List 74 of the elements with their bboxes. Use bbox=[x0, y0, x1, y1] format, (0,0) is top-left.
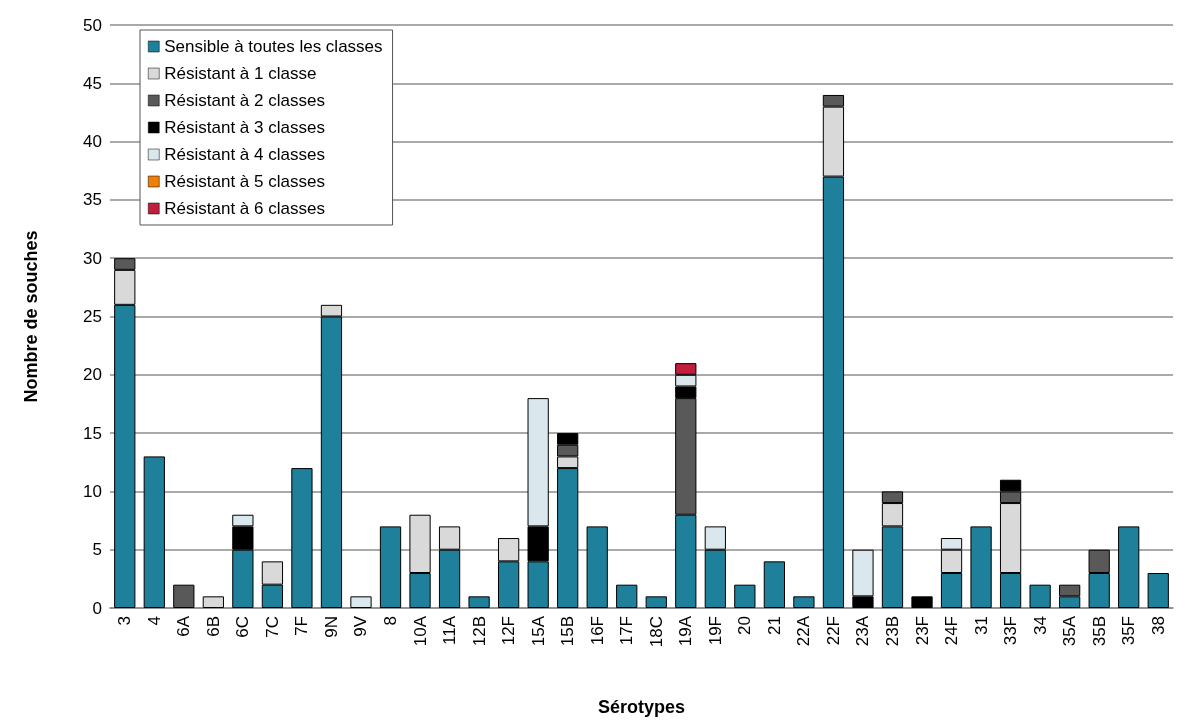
x-tick-label: 19F bbox=[705, 616, 725, 646]
x-tick-label: 23F bbox=[912, 616, 932, 646]
x-tick-label: 34 bbox=[1030, 616, 1050, 635]
x-tick-label: 7C bbox=[262, 616, 282, 638]
x-tick-label: 20 bbox=[735, 616, 755, 635]
x-tick-label: 33F bbox=[1001, 616, 1021, 646]
bar bbox=[350, 596, 372, 608]
bar bbox=[734, 584, 756, 608]
bar bbox=[202, 596, 224, 608]
y-tick-label: 30 bbox=[83, 248, 102, 268]
y-tick-label: 25 bbox=[83, 307, 102, 326]
x-tick-label: 7F bbox=[292, 616, 312, 636]
legend-label: Résistant à 6 classes bbox=[164, 199, 325, 218]
x-tick-label: 12F bbox=[499, 616, 519, 646]
x-tick-label: 6C bbox=[233, 616, 253, 638]
y-tick-label: 15 bbox=[83, 423, 102, 443]
y-tick-label: 35 bbox=[83, 190, 102, 210]
bar bbox=[793, 596, 815, 608]
bar bbox=[379, 526, 402, 608]
bar bbox=[586, 526, 608, 608]
x-tick-label: 8 bbox=[381, 616, 401, 626]
bar bbox=[173, 584, 195, 608]
x-tick-label: 16F bbox=[587, 616, 607, 646]
x-tick-label: 6A bbox=[174, 615, 194, 637]
x-tick-label: 24F bbox=[942, 616, 962, 646]
y-tick-label: 5 bbox=[92, 540, 102, 560]
x-tick-label: 35F bbox=[1119, 616, 1139, 646]
legend-label: Sensible à toutes les classes bbox=[164, 37, 383, 56]
bar bbox=[1118, 526, 1140, 608]
x-tick-label: 19A bbox=[676, 615, 696, 647]
x-tick-label: 18C bbox=[646, 616, 666, 648]
x-tick-label: 10A bbox=[410, 615, 430, 647]
x-tick-label: 21 bbox=[764, 616, 784, 635]
x-tick-label: 35A bbox=[1060, 615, 1080, 647]
bar bbox=[970, 526, 992, 608]
x-tick-label: 12B bbox=[469, 616, 489, 647]
x-tick-label: 22F bbox=[823, 616, 843, 646]
x-tick-label: 31 bbox=[971, 616, 991, 635]
bar bbox=[291, 468, 313, 608]
bar bbox=[616, 584, 638, 608]
x-tick-label: 15B bbox=[558, 616, 578, 647]
x-tick-label: 6B bbox=[203, 616, 223, 637]
x-tick-label: 38 bbox=[1148, 616, 1168, 635]
x-tick-label: 35B bbox=[1089, 616, 1109, 647]
x-tick-label: 9V bbox=[351, 615, 371, 637]
y-tick-label: 20 bbox=[83, 365, 102, 385]
y-tick-label: 0 bbox=[92, 598, 102, 618]
bar bbox=[1029, 584, 1051, 608]
bar bbox=[468, 596, 490, 608]
legend-label: Résistant à 5 classes bbox=[164, 172, 325, 191]
y-tick-label: 50 bbox=[83, 15, 102, 35]
bar bbox=[763, 561, 786, 608]
x-tick-label: 11A bbox=[440, 615, 460, 645]
bar bbox=[911, 596, 933, 608]
legend-label: Résistant à 4 classes bbox=[164, 145, 325, 164]
y-tick-label: 45 bbox=[83, 73, 102, 93]
bar bbox=[143, 456, 165, 608]
y-axis-title: Nombre de souches bbox=[21, 230, 41, 403]
x-tick-label: 15A bbox=[528, 615, 548, 647]
bar bbox=[1147, 573, 1169, 608]
legend-label: Résistant à 2 classes bbox=[164, 91, 325, 110]
legend-label: Résistant à 3 classes bbox=[164, 118, 325, 137]
x-tick-label: 3 bbox=[115, 616, 135, 626]
y-tick-label: 10 bbox=[83, 481, 102, 501]
x-tick-label: 23B bbox=[882, 616, 902, 647]
x-tick-label: 9N bbox=[321, 616, 341, 638]
x-tick-label: 23A bbox=[853, 615, 873, 647]
bar bbox=[645, 596, 667, 608]
x-axis-title: Sérotypes bbox=[597, 697, 686, 717]
legend-label: Résistant à 1 classe bbox=[164, 64, 317, 83]
y-tick-label: 40 bbox=[83, 132, 102, 152]
x-tick-label: 17F bbox=[617, 616, 637, 646]
x-tick-label: 22A bbox=[794, 615, 814, 647]
x-tick-label: 4 bbox=[144, 616, 164, 626]
